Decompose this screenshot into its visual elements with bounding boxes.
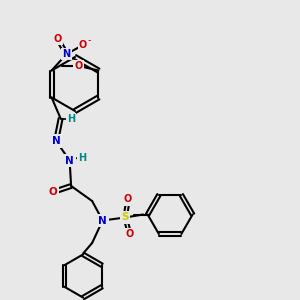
Text: O: O xyxy=(79,40,87,50)
Text: N: N xyxy=(65,155,74,166)
Text: O: O xyxy=(125,229,134,239)
Text: O: O xyxy=(124,194,132,205)
Text: O: O xyxy=(53,34,62,44)
Text: N: N xyxy=(98,215,107,226)
Text: H: H xyxy=(67,113,75,124)
Text: O: O xyxy=(49,187,58,197)
Text: H: H xyxy=(78,152,86,163)
Text: O: O xyxy=(75,61,83,71)
Text: N: N xyxy=(52,136,61,146)
Text: N: N xyxy=(63,49,71,59)
Text: S: S xyxy=(122,212,129,223)
Text: -: - xyxy=(88,35,92,46)
